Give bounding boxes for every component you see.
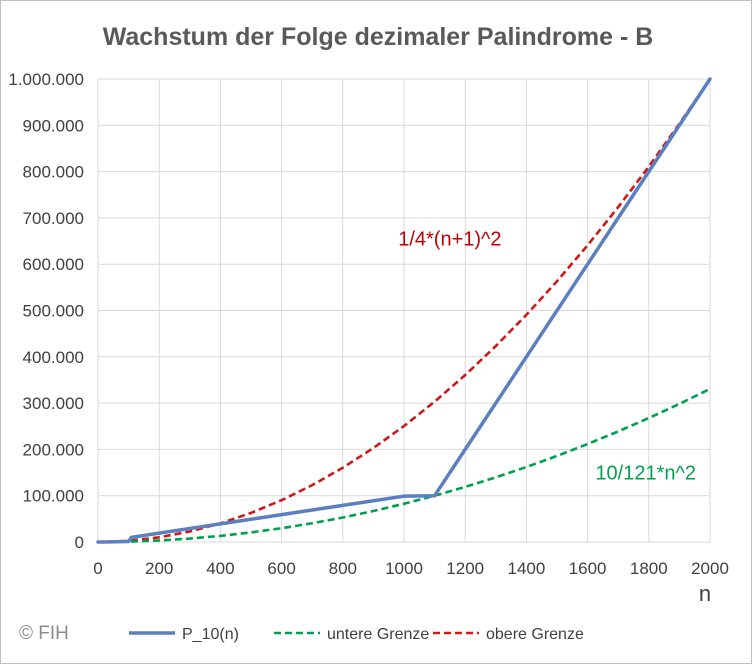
x-tick-label: 1200 (446, 559, 484, 578)
x-tick-label: 1400 (507, 559, 545, 578)
copyright-text: © FIH (19, 623, 69, 644)
series-lines (96, 77, 712, 544)
annotations: 1/4*(n+1)^2 10/121*n^2 (398, 229, 696, 485)
y-tick-label: 400.000 (23, 348, 84, 367)
x-tick-label: 2000 (691, 559, 729, 578)
legend-label: obere Grenze (486, 626, 584, 643)
y-tick-label: 300.000 (23, 394, 84, 413)
series-line-untere-grenze (97, 387, 711, 544)
legend: P_10(n) untere Grenze obere Grenze (129, 626, 584, 643)
y-tick-label: 200.000 (23, 440, 84, 459)
series-line-p-10-n (96, 77, 712, 544)
y-tick-label: 700.000 (23, 209, 84, 228)
x-tick-label: 800 (329, 559, 357, 578)
x-tick-label: 1000 (385, 559, 423, 578)
tick-labels: 0 100.000 200.000 300.000 400.000 500.000 600.… (8, 70, 729, 578)
chart-title: Wachstum der Folge dezimaler Palindrome … (103, 23, 654, 51)
gridlines (97, 78, 711, 543)
x-tick-label: 200 (145, 559, 173, 578)
x-axis-title: n (699, 581, 711, 606)
y-tick-label: 100.000 (23, 487, 84, 506)
legend-label: P_10(n) (182, 626, 239, 643)
series-line-obere-grenze (97, 78, 712, 544)
x-tick-label: 0 (93, 559, 102, 578)
legend-label: untere Grenze (327, 626, 429, 643)
x-tick-label: 1800 (630, 559, 668, 578)
x-tick-label: 400 (206, 559, 234, 578)
annotation-label: 10/121*n^2 (595, 462, 696, 484)
y-tick-label: 1.000.000 (8, 70, 84, 89)
x-tick-label: 600 (267, 559, 295, 578)
y-tick-label: 500.000 (23, 302, 84, 321)
y-tick-label: 600.000 (23, 255, 84, 274)
x-tick-label: 1600 (569, 559, 607, 578)
annotation-label: 1/4*(n+1)^2 (398, 229, 501, 251)
y-tick-label: 900.000 (23, 116, 84, 135)
y-tick-label: 0 (75, 533, 84, 552)
y-tick-label: 800.000 (23, 163, 84, 182)
